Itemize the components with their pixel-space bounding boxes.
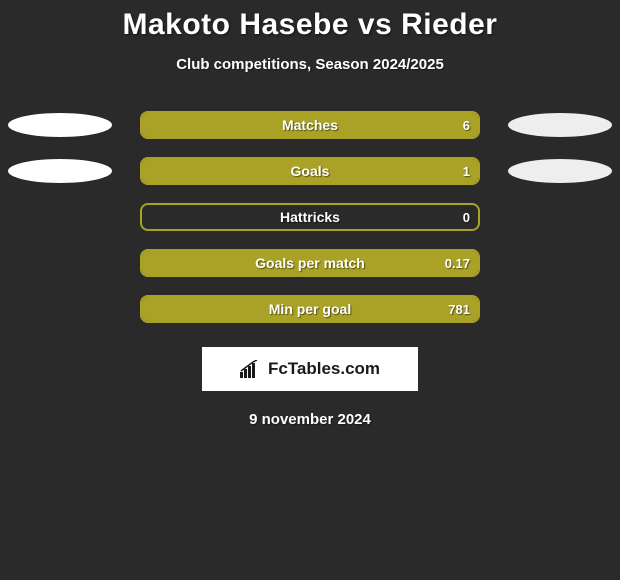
logo-box[interactable]: FcTables.com — [202, 347, 418, 391]
ellipse-right — [508, 113, 612, 137]
stat-value: 1 — [463, 159, 470, 183]
subtitle: Club competitions, Season 2024/2025 — [0, 56, 620, 73]
stat-bar: Min per goal781 — [140, 295, 480, 323]
stat-bar: Matches6 — [140, 111, 480, 139]
stat-value: 0.17 — [445, 251, 470, 275]
stat-label: Goals per match — [142, 251, 478, 275]
page-title: Makoto Hasebe vs Rieder — [0, 8, 620, 42]
stat-bar: Hattricks0 — [140, 203, 480, 231]
stat-label: Matches — [142, 113, 478, 137]
stat-label: Goals — [142, 159, 478, 183]
ellipse-right — [508, 159, 612, 183]
comparison-container: Makoto Hasebe vs Rieder Club competition… — [0, 0, 620, 428]
stat-bar: Goals1 — [140, 157, 480, 185]
stat-row: Hattricks0 — [0, 203, 620, 231]
stat-row: Matches6 — [0, 111, 620, 139]
ellipse-left — [8, 159, 112, 183]
stat-row: Min per goal781 — [0, 295, 620, 323]
stat-value: 781 — [448, 297, 470, 321]
stats-list: Matches6Goals1Hattricks0Goals per match0… — [0, 111, 620, 323]
stat-bar: Goals per match0.17 — [140, 249, 480, 277]
stat-value: 0 — [463, 205, 470, 229]
date-text: 9 november 2024 — [0, 411, 620, 428]
stat-row: Goals1 — [0, 157, 620, 185]
stat-row: Goals per match0.17 — [0, 249, 620, 277]
logo-text: FcTables.com — [268, 359, 380, 379]
stat-label: Min per goal — [142, 297, 478, 321]
stat-label: Hattricks — [142, 205, 478, 229]
stat-value: 6 — [463, 113, 470, 137]
ellipse-left — [8, 113, 112, 137]
bar-chart-icon — [240, 360, 262, 378]
